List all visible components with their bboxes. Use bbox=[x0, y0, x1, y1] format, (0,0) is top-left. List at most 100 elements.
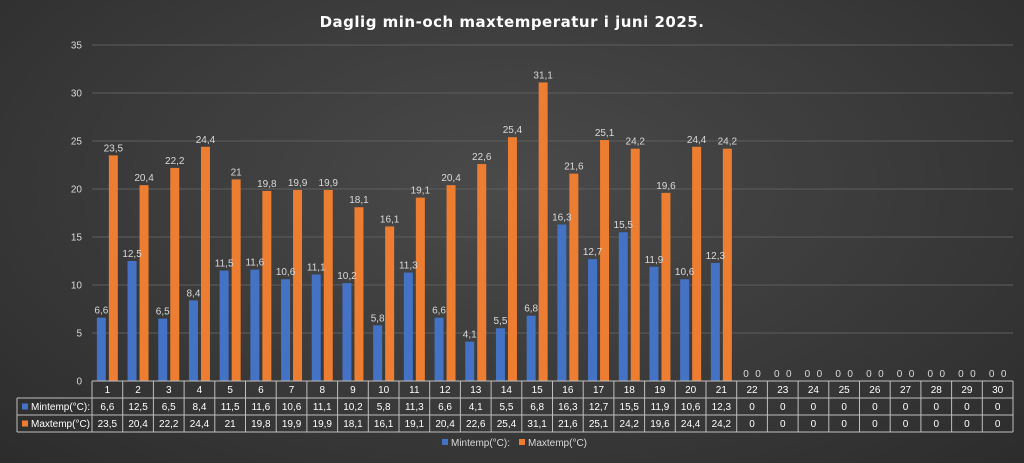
table-cell-value: 0 bbox=[780, 402, 786, 413]
max-temp-data-label: 0 bbox=[847, 369, 853, 380]
max-temp-bar bbox=[446, 185, 456, 381]
table-cell-value: 16,3 bbox=[558, 402, 578, 413]
max-temp-data-label: 18,1 bbox=[349, 195, 369, 206]
max-temp-data-label: 25,1 bbox=[595, 128, 615, 139]
x-category-label: 23 bbox=[777, 385, 789, 396]
table-cell-value: 0 bbox=[933, 419, 939, 430]
table-cell-value: 8,4 bbox=[192, 402, 206, 413]
min-temp-data-label: 0 bbox=[866, 369, 872, 380]
x-category-label: 17 bbox=[593, 385, 605, 396]
table-cell-value: 6,6 bbox=[100, 402, 114, 413]
y-tick-label: 15 bbox=[71, 233, 83, 244]
x-category-label: 30 bbox=[992, 385, 1004, 396]
min-temp-data-label: 0 bbox=[774, 369, 780, 380]
max-temp-data-label: 20,4 bbox=[134, 173, 154, 184]
min-temp-data-label: 6,6 bbox=[94, 306, 108, 317]
min-temp-bar bbox=[219, 270, 229, 381]
min-temp-data-label: 11,3 bbox=[399, 261, 418, 272]
table-cell-value: 19,8 bbox=[251, 419, 271, 430]
table-cell-value: 6,8 bbox=[530, 402, 544, 413]
max-temp-data-label: 21,6 bbox=[564, 162, 584, 173]
max-temp-bar bbox=[507, 137, 517, 381]
min-temp-bar bbox=[281, 279, 291, 381]
table-cell-value: 24,4 bbox=[190, 419, 210, 430]
min-temp-data-label: 6,6 bbox=[432, 306, 446, 317]
max-temp-bar bbox=[170, 167, 180, 381]
min-temp-data-label: 0 bbox=[743, 369, 749, 380]
min-temp-data-label: 0 bbox=[958, 369, 964, 380]
max-temp-data-label: 0 bbox=[817, 369, 823, 380]
x-category-label: 28 bbox=[931, 385, 943, 396]
max-temp-data-label: 19,1 bbox=[411, 186, 431, 197]
legend-label: Maxtemp(°C) bbox=[528, 438, 587, 449]
table-cell-value: 25,4 bbox=[497, 419, 517, 430]
x-category-label: 19 bbox=[654, 385, 666, 396]
table-cell-value: 0 bbox=[872, 402, 878, 413]
y-tick-label: 0 bbox=[76, 377, 82, 388]
min-temp-data-label: 0 bbox=[989, 369, 995, 380]
min-temp-bar bbox=[649, 266, 659, 381]
data-table: 1 2 3 4 5 6 7 8 9 10 11 12 13 14 15 16 17 18 19 20 21 22 23 24 2… bbox=[16, 380, 1014, 433]
table-cell-value: 10,6 bbox=[282, 402, 302, 413]
y-tick-label: 20 bbox=[71, 185, 83, 196]
table-cell-value: 0 bbox=[995, 419, 1001, 430]
x-category-label: 21 bbox=[716, 385, 728, 396]
table-series-swatch bbox=[22, 420, 28, 427]
max-temp-bar bbox=[385, 226, 395, 381]
x-category-label: 5 bbox=[227, 385, 233, 396]
x-category-label: 2 bbox=[135, 385, 141, 396]
y-tick-label: 5 bbox=[76, 329, 82, 340]
min-temp-bar bbox=[403, 272, 413, 381]
max-temp-data-label: 24,4 bbox=[196, 135, 216, 146]
min-temp-bar bbox=[557, 224, 567, 381]
table-cell-value: 0 bbox=[903, 402, 909, 413]
table-cell-value: 21,6 bbox=[558, 419, 578, 430]
min-temp-data-label: 16,3 bbox=[552, 213, 572, 224]
max-temp-data-label: 0 bbox=[970, 369, 976, 380]
table-cell-value: 19,9 bbox=[313, 419, 333, 430]
table-series-swatch bbox=[22, 403, 28, 410]
table-cell-value: 19,6 bbox=[650, 419, 670, 430]
max-temp-bar bbox=[538, 82, 548, 381]
table-cell-value: 21 bbox=[225, 419, 237, 430]
table-cell-value: 11,1 bbox=[313, 402, 332, 413]
x-category-label: 27 bbox=[900, 385, 912, 396]
y-tick-label: 35 bbox=[71, 41, 83, 52]
table-cell-value: 25,1 bbox=[589, 419, 609, 430]
max-temp-bar bbox=[139, 185, 149, 381]
min-temp-data-label: 0 bbox=[897, 369, 903, 380]
x-category-label: 15 bbox=[532, 385, 544, 396]
min-temp-data-label: 0 bbox=[805, 369, 811, 380]
min-temp-data-label: 11,6 bbox=[245, 258, 264, 269]
x-category-label: 10 bbox=[378, 385, 390, 396]
table-cell-value: 0 bbox=[995, 402, 1001, 413]
max-temp-bar bbox=[200, 146, 210, 381]
table-cell-value: 20,4 bbox=[128, 419, 148, 430]
max-temp-bar bbox=[569, 173, 579, 381]
min-temp-data-label: 10,6 bbox=[675, 267, 695, 278]
max-temp-bar bbox=[692, 146, 702, 381]
min-temp-bar bbox=[680, 279, 690, 381]
max-temp-bar bbox=[108, 155, 118, 381]
x-category-label: 26 bbox=[869, 385, 881, 396]
x-category-label: 22 bbox=[746, 385, 758, 396]
table-cell-value: 0 bbox=[811, 402, 817, 413]
x-category-label: 25 bbox=[839, 385, 851, 396]
min-temp-bar bbox=[495, 328, 505, 381]
min-temp-bar bbox=[250, 269, 260, 381]
y-tick-label: 25 bbox=[71, 137, 83, 148]
table-cell-value: 15,5 bbox=[620, 402, 640, 413]
min-temp-data-label: 15,5 bbox=[614, 220, 634, 231]
max-temp-data-label: 24,2 bbox=[626, 137, 646, 148]
max-temp-data-label: 0 bbox=[786, 369, 792, 380]
min-temp-data-label: 6,8 bbox=[524, 304, 538, 315]
legend-swatch bbox=[442, 439, 448, 445]
table-cell-value: 0 bbox=[964, 419, 970, 430]
min-temp-data-label: 10,2 bbox=[337, 271, 357, 282]
x-category-label: 14 bbox=[501, 385, 513, 396]
max-temp-bar bbox=[262, 190, 272, 381]
max-temp-bar bbox=[354, 207, 364, 381]
x-category-label: 29 bbox=[961, 385, 973, 396]
min-temp-data-label: 8,4 bbox=[186, 288, 200, 299]
max-temp-bar bbox=[415, 197, 425, 381]
